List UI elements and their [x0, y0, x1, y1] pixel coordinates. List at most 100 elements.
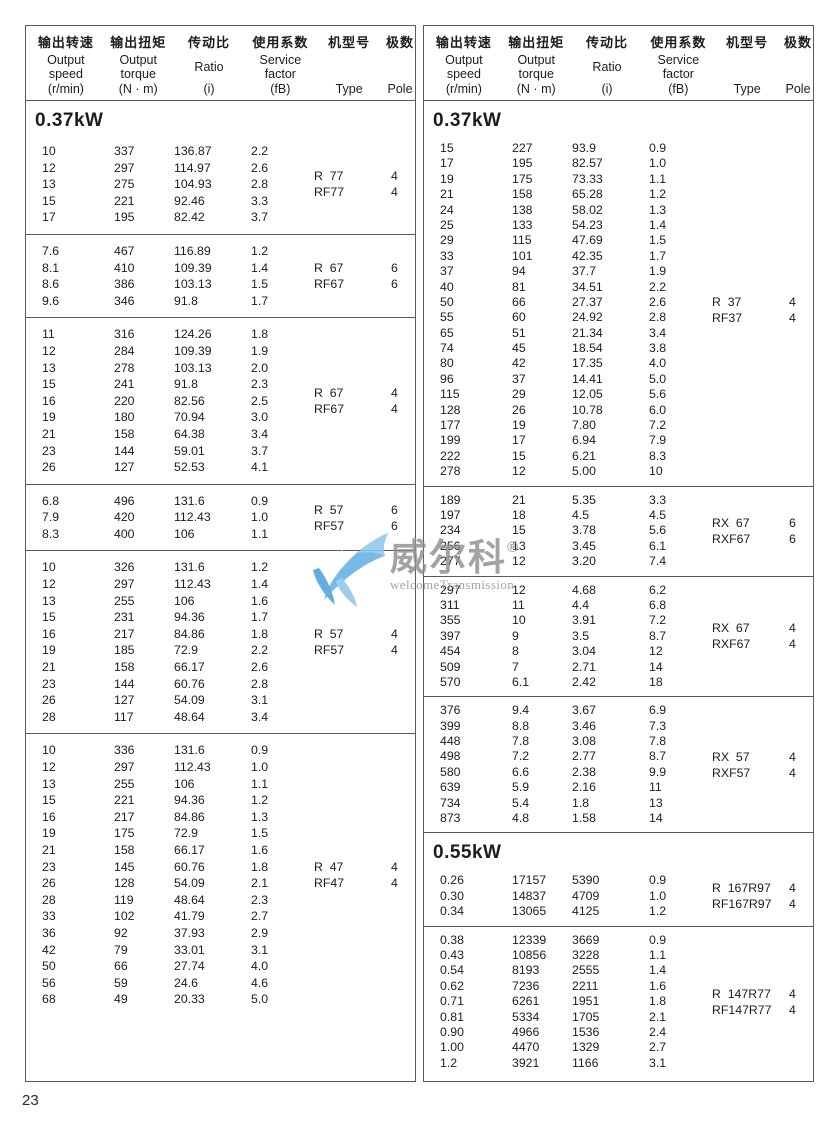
- ratio-cell: 48.64: [174, 892, 205, 907]
- type-pole-row: RF67 6: [314, 276, 414, 292]
- service-factor-cell: 1.5: [251, 277, 269, 292]
- table-row: 397 9 3.5 8.7: [424, 629, 813, 644]
- type-cell: RXF67: [712, 637, 751, 652]
- table-row: 29 115 47.69 1.5: [424, 233, 813, 248]
- ratio-group: 7.6 467 116.89 1.2 8.1 410 109.39 1.4 8.6 386 103.…: [26, 233, 415, 317]
- ratio-cell: 65.28: [572, 187, 603, 202]
- header-label-zh: 极数: [386, 35, 415, 50]
- service-factor-cell: 1.1: [251, 526, 269, 541]
- table-row: 80 42 17.35 4.0: [424, 356, 813, 371]
- header-label-zh: 极数: [784, 35, 813, 50]
- table-row: 15 241 91.8 2.3: [26, 376, 415, 393]
- ratio-cell: 91.8: [174, 293, 198, 308]
- table-row: 177 19 7.80 7.2: [424, 418, 813, 433]
- ratio-cell: 2555: [572, 963, 600, 978]
- ratio-cell: 82.56: [174, 393, 205, 408]
- service-factor-cell: 1.7: [251, 610, 269, 625]
- ratio-cell: 1166: [572, 1055, 599, 1070]
- table-row: 0.30 14837 4709 1.0: [424, 889, 813, 904]
- output-speed-cell: 13: [42, 776, 56, 791]
- output-torque-cell: 42: [512, 356, 526, 371]
- type-cell: RF67: [314, 402, 345, 417]
- output-speed-cell: 0.81: [440, 1009, 464, 1024]
- ratio-cell: 1705: [572, 1009, 600, 1024]
- type-cell: RF37: [712, 311, 743, 326]
- output-speed-cell: 17: [440, 156, 454, 171]
- type-pole-block: R 167R97 4 RF167R97 4: [712, 880, 812, 912]
- pole-cell: 4: [391, 627, 398, 642]
- output-speed-cell: 23: [42, 859, 56, 874]
- output-torque-cell: 275: [114, 177, 135, 192]
- output-torque-cell: 241: [114, 377, 135, 392]
- ratio-cell: 33.01: [174, 942, 205, 957]
- service-factor-cell: 3.7: [251, 443, 269, 458]
- type-pole-row: R 57 4: [314, 626, 414, 642]
- table-row: 26 128 54.09 2.1: [26, 875, 415, 892]
- pole-cell: 4: [789, 1002, 796, 1017]
- service-factor-cell: 1.5: [649, 233, 667, 248]
- header-label-zh: 机型号: [726, 35, 769, 50]
- output-torque-cell: 5334: [512, 1009, 540, 1024]
- output-torque-cell: 467: [114, 243, 135, 258]
- table-row: 33 101 42.35 1.7: [424, 249, 813, 264]
- table-row: 355 10 3.91 7.2: [424, 613, 813, 628]
- service-factor-cell: 0.9: [251, 493, 269, 508]
- spec-panel-left: 输出转速 Output speed (r/min) 输出扭矩 Output torque (N…: [25, 25, 416, 1082]
- ratio-cell: 2.42: [572, 674, 596, 689]
- table-row: 0.43 10856 3228 1.1: [424, 948, 813, 963]
- output-torque-cell: 221: [114, 193, 135, 208]
- header-unit: (i): [203, 82, 215, 96]
- output-speed-cell: 8.3: [42, 526, 60, 541]
- table-row: 498 7.2 2.77 8.7: [424, 749, 813, 764]
- ratio-cell: 59.01: [174, 443, 205, 458]
- table-row: 873 4.8 1.58 14: [424, 811, 813, 826]
- service-factor-cell: 2.1: [251, 876, 269, 891]
- type-cell: RF47: [314, 876, 345, 891]
- output-speed-cell: 12: [42, 577, 56, 592]
- table-row: 189 21 5.35 3.3: [424, 493, 813, 508]
- output-speed-cell: 19: [42, 643, 56, 658]
- output-torque-cell: 158: [114, 426, 135, 441]
- ratio-cell: 3669: [572, 932, 600, 947]
- pole-cell: 4: [789, 765, 796, 780]
- header-unit: (fB): [668, 82, 689, 96]
- output-speed-cell: 13: [42, 593, 56, 608]
- ratio-cell: 60.76: [174, 676, 205, 691]
- output-speed-cell: 29: [440, 233, 454, 248]
- ratio-cell: 92.46: [174, 193, 205, 208]
- service-factor-cell: 12: [649, 644, 663, 659]
- output-torque-cell: 145: [114, 859, 135, 874]
- pole-cell: 4: [391, 185, 398, 200]
- output-torque-cell: 316: [114, 327, 135, 342]
- output-speed-cell: 639: [440, 780, 461, 795]
- service-factor-cell: 1.4: [251, 577, 269, 592]
- table-row: 278 12 5.00 10: [424, 464, 813, 479]
- table-row: 21 158 65.28 1.2: [424, 187, 813, 202]
- ratio-cell: 3228: [572, 947, 600, 962]
- ratio-cell: 3.08: [572, 734, 596, 749]
- ratio-cell: 106: [174, 593, 195, 608]
- type-cell: RF167R97: [712, 897, 772, 912]
- pole-cell: 4: [789, 311, 796, 326]
- service-factor-cell: 3.1: [251, 693, 269, 708]
- output-speed-cell: 36: [42, 925, 56, 940]
- output-speed-cell: 19: [42, 410, 56, 425]
- service-factor-cell: 0.9: [649, 141, 667, 155]
- pole-cell: 4: [789, 621, 796, 636]
- output-torque-cell: 79: [114, 942, 128, 957]
- output-speed-cell: 42: [42, 942, 56, 957]
- output-speed-cell: 55: [440, 310, 454, 325]
- ratio-cell: 21.34: [572, 325, 603, 340]
- output-torque-cell: 101: [512, 248, 533, 263]
- output-torque-cell: 4470: [512, 1040, 540, 1055]
- table-row: 7.6 467 116.89 1.2: [26, 243, 415, 260]
- table-row: 17 195 82.42 3.7: [26, 209, 415, 226]
- type-pole-block: R 47 4 RF47 4: [314, 859, 414, 891]
- ratio-group: 11 316 124.26 1.8 12 284 109.39 1.9 13 278 103.13 2…: [26, 317, 415, 483]
- output-speed-cell: 177: [440, 418, 461, 433]
- ratio-group: 10 337 136.87 2.2 12 297 114.97 2.6 13 275 104.93 2…: [26, 135, 415, 234]
- ratio-cell: 1.58: [572, 811, 596, 826]
- header-label-en: Output torque: [517, 52, 555, 81]
- service-factor-cell: 2.2: [251, 643, 269, 658]
- output-torque-cell: 45: [512, 341, 526, 356]
